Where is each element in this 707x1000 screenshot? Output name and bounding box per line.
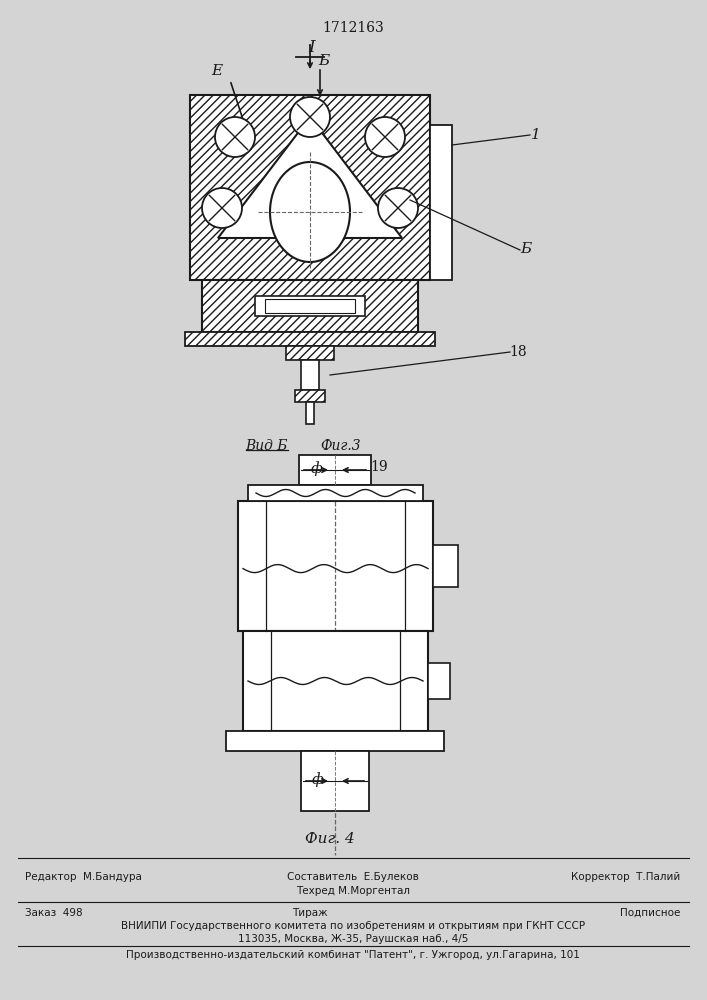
Circle shape bbox=[202, 188, 242, 228]
Text: Подписное: Подписное bbox=[619, 908, 680, 918]
Circle shape bbox=[290, 97, 330, 137]
Bar bbox=[226, 731, 444, 751]
Text: Вид Б: Вид Б bbox=[245, 439, 288, 453]
Bar bbox=[265, 299, 355, 313]
Text: Производственно-издательский комбинат "Патент", г. Ужгород, ул.Гагарина, 101: Производственно-издательский комбинат "П… bbox=[126, 950, 580, 960]
Bar bbox=[190, 95, 430, 280]
Bar bbox=[185, 332, 435, 346]
Text: 18: 18 bbox=[509, 345, 527, 359]
Bar bbox=[430, 125, 452, 280]
Text: ф: ф bbox=[311, 462, 323, 476]
Bar bbox=[301, 751, 369, 811]
Text: Б: Б bbox=[318, 54, 329, 68]
Bar bbox=[295, 390, 325, 402]
Text: Фиг. 4: Фиг. 4 bbox=[305, 832, 355, 846]
Text: Редактор  М.Бандура: Редактор М.Бандура bbox=[25, 872, 142, 882]
Bar bbox=[433, 545, 458, 587]
Text: 1712163: 1712163 bbox=[322, 21, 384, 35]
Bar bbox=[286, 346, 334, 360]
Circle shape bbox=[215, 117, 255, 157]
Bar bbox=[238, 501, 433, 631]
Bar bbox=[248, 485, 423, 501]
Text: ф: ф bbox=[312, 773, 324, 787]
Text: Фиг.3: Фиг.3 bbox=[320, 439, 361, 453]
Ellipse shape bbox=[270, 162, 350, 262]
Bar bbox=[299, 455, 371, 485]
Circle shape bbox=[378, 188, 418, 228]
Text: Корректор  Т.Палий: Корректор Т.Палий bbox=[571, 872, 680, 882]
Bar bbox=[428, 663, 450, 699]
Circle shape bbox=[365, 117, 405, 157]
Bar bbox=[185, 332, 435, 346]
Bar bbox=[295, 390, 325, 402]
Text: 1: 1 bbox=[531, 128, 541, 142]
Bar bbox=[306, 402, 314, 424]
Bar bbox=[243, 631, 428, 731]
Bar bbox=[286, 346, 334, 360]
Text: 113035, Москва, Ж-35, Раушская наб., 4/5: 113035, Москва, Ж-35, Раушская наб., 4/5 bbox=[238, 934, 468, 944]
Text: ВНИИПИ Государственного комитета по изобретениям и открытиям при ГКНТ СССР: ВНИИПИ Государственного комитета по изоб… bbox=[121, 921, 585, 931]
Polygon shape bbox=[218, 117, 402, 238]
Text: E: E bbox=[211, 64, 223, 78]
Bar bbox=[255, 296, 365, 316]
Text: Заказ  498: Заказ 498 bbox=[25, 908, 83, 918]
Text: Техред М.Моргентал: Техред М.Моргентал bbox=[296, 886, 410, 896]
Text: Б: Б bbox=[520, 242, 532, 256]
Bar bbox=[202, 280, 418, 332]
Text: Составитель  Е.Булеков: Составитель Е.Булеков bbox=[287, 872, 419, 882]
Bar bbox=[202, 280, 418, 332]
Bar bbox=[301, 360, 319, 390]
Text: Тираж: Тираж bbox=[292, 908, 328, 918]
Text: 19: 19 bbox=[370, 460, 388, 474]
Text: I: I bbox=[309, 38, 315, 55]
Bar bbox=[190, 95, 430, 280]
